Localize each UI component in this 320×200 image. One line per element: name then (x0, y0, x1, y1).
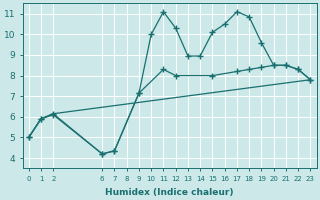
X-axis label: Humidex (Indice chaleur): Humidex (Indice chaleur) (105, 188, 234, 197)
